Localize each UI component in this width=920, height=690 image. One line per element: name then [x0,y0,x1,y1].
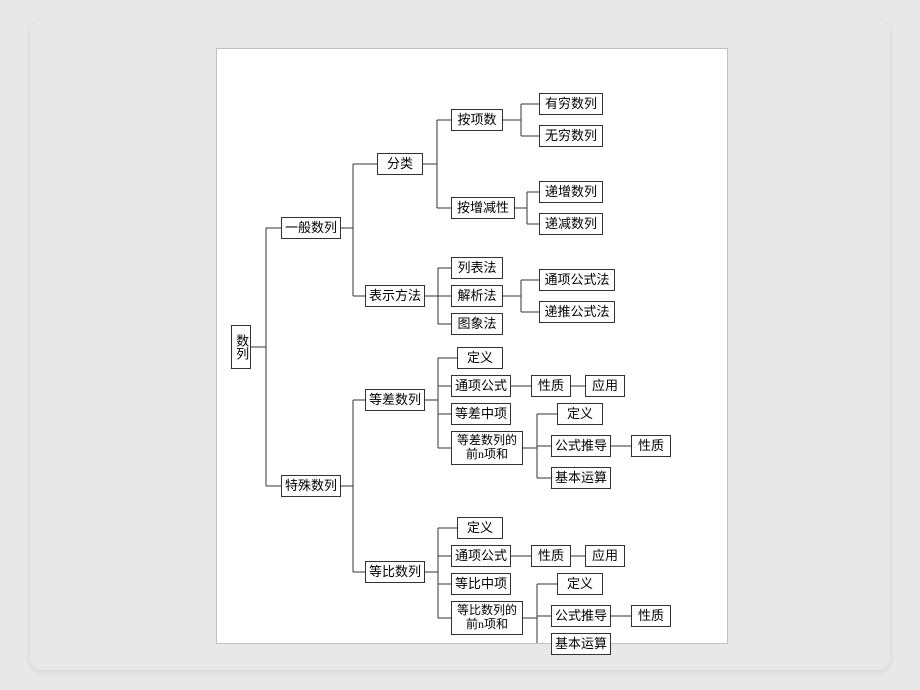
page-frame: 数列 一般数列特殊数列 分类表示方法 按项数按增减性 有穷数列无穷数列递增数列递减数列列… [30,20,890,670]
node-by_mono: 按增减性 [451,197,515,219]
node-a_def: 定义 [457,347,503,369]
node-a_sum: 等差数列的前n项和 [451,431,523,465]
node-analytic: 解析法 [451,285,503,307]
node-infinite: 无穷数列 [539,125,603,147]
node-g_sum_der: 公式推导 [551,605,611,627]
node-a_term: 通项公式 [451,375,511,397]
node-g_sum_prop: 性质 [631,605,671,627]
node-a_term_app: 应用 [585,375,625,397]
node-special: 特殊数列 [281,475,341,497]
node-a_sum_der: 公式推导 [551,435,611,457]
node-graphical: 图象法 [451,313,503,335]
node-by_terms: 按项数 [451,109,503,131]
node-root: 数列 [231,325,251,369]
node-a_sum_def: 定义 [557,403,603,425]
node-a_sum_prop: 性质 [631,435,671,457]
node-a_mid: 等差中项 [451,403,511,425]
node-g_sum: 等比数列的前n项和 [451,601,523,635]
node-increasing: 递增数列 [539,181,603,203]
node-decreasing: 递减数列 [539,213,603,235]
node-represent: 表示方法 [365,285,425,307]
node-classify: 分类 [377,153,423,175]
node-general: 一般数列 [281,217,341,239]
node-g_term_app: 应用 [585,545,625,567]
node-g_sum_def: 定义 [557,573,603,595]
node-tabulate: 列表法 [451,257,503,279]
node-g_mid: 等比中项 [451,573,511,595]
node-a_sum_calc: 基本运算 [551,467,611,489]
node-a_term_prop: 性质 [531,375,571,397]
node-arith: 等差数列 [365,389,425,411]
node-g_term_prop: 性质 [531,545,571,567]
node-finite: 有穷数列 [539,93,603,115]
diagram-canvas: 数列 一般数列特殊数列 分类表示方法 按项数按增减性 有穷数列无穷数列递增数列递减数列列… [216,48,728,644]
node-rec_formula_m: 递推公式法 [539,301,615,323]
node-g_def: 定义 [457,517,503,539]
node-g_term: 通项公式 [451,545,511,567]
node-geom: 等比数列 [365,561,425,583]
node-g_sum_calc: 基本运算 [551,633,611,655]
node-gen_formula_m: 通项公式法 [539,269,615,291]
